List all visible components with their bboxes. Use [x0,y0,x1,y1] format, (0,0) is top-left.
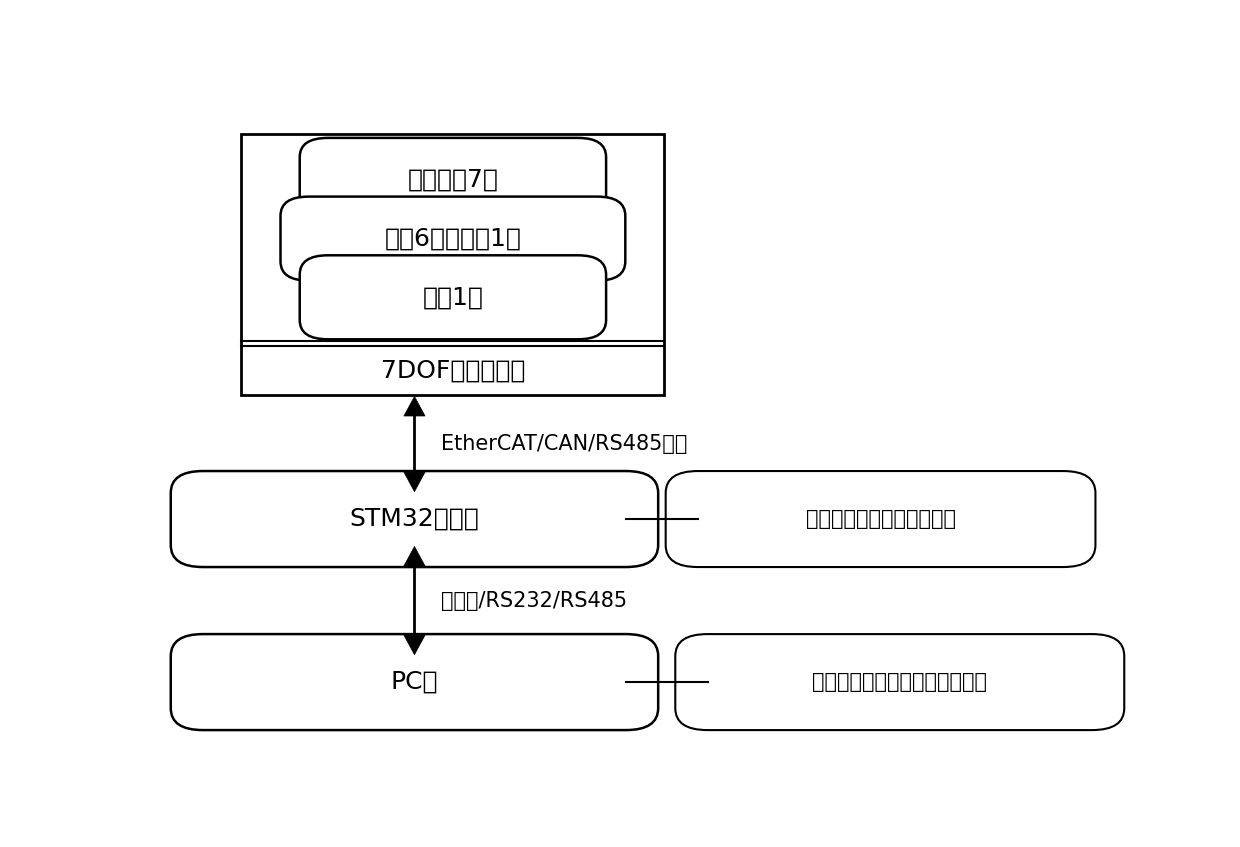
FancyBboxPatch shape [300,255,606,340]
Text: 夹爪1只: 夹爪1只 [423,285,484,309]
Polygon shape [404,472,425,491]
FancyBboxPatch shape [280,197,625,280]
Text: 关节电机7个: 关节电机7个 [408,168,498,192]
FancyBboxPatch shape [171,634,658,730]
Text: PC机: PC机 [391,670,438,694]
FancyBboxPatch shape [676,634,1125,730]
Polygon shape [404,546,425,566]
Polygon shape [404,396,425,416]
FancyBboxPatch shape [300,138,606,222]
Text: 以太网/RS232/RS485: 以太网/RS232/RS485 [441,590,627,611]
Text: 保证机械臂的实时运动控制: 保证机械臂的实时运动控制 [806,509,956,529]
FancyBboxPatch shape [666,471,1095,567]
Text: STM32控制板: STM32控制板 [350,507,480,531]
Bar [242,134,665,395]
Polygon shape [404,635,425,655]
Text: 保证机械臂路径规划的实时计算: 保证机械臂路径规划的实时计算 [812,672,987,692]
Text: EtherCAT/CAN/RS485通信: EtherCAT/CAN/RS485通信 [441,434,688,454]
Text: 连杆6个、基座1个: 连杆6个、基座1个 [384,227,521,251]
FancyBboxPatch shape [171,471,658,567]
Text: 7DOF机械臂本体: 7DOF机械臂本体 [381,358,525,383]
